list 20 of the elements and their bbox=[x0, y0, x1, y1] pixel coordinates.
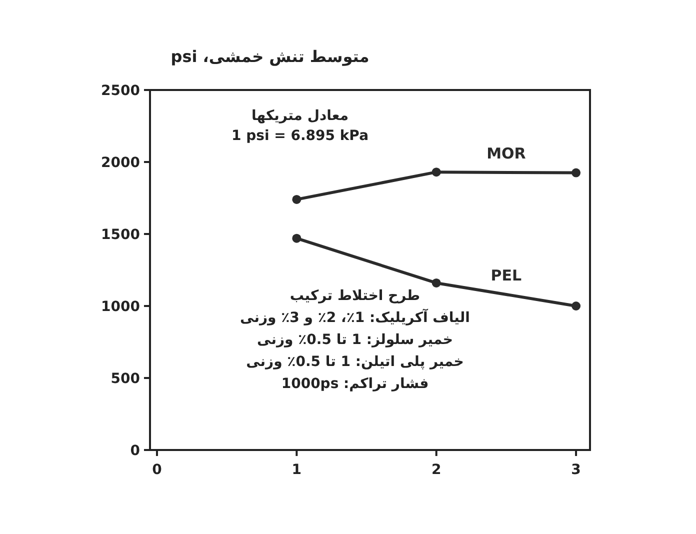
point bbox=[572, 168, 581, 178]
y-tick-label: 1500 bbox=[101, 227, 140, 243]
x-tick-label: 3 bbox=[571, 462, 581, 478]
y-tick-label: 2500 bbox=[101, 83, 140, 99]
x-tick-label: 2 bbox=[431, 462, 442, 478]
y-tick-label: 1000 bbox=[101, 299, 140, 315]
y-tick-label: 0 bbox=[130, 443, 140, 459]
annotation: طرح اختلاط ترکیب الیاف آکریلیک: 1٪، 2٪ و 3٪ وزنی خمیر سلولز: 1 تا 0.5٪ وزنی خمیر پلی اتیلن: 1 تا 0.5٪ وزنی فشار تراکم: 1000ps bbox=[240, 288, 470, 392]
point bbox=[292, 194, 302, 204]
x-tick-label: 0 bbox=[152, 462, 162, 478]
y-tick-label: 500 bbox=[110, 371, 140, 387]
series-label: PEL bbox=[490, 266, 522, 284]
y-tick-label: 2000 bbox=[101, 155, 140, 171]
x-tick-label: 1 bbox=[292, 462, 302, 478]
series-label: MOR bbox=[486, 144, 526, 162]
point bbox=[432, 278, 441, 288]
point bbox=[292, 234, 302, 243]
y-axis-title: متوسط تنش خمشی، psi bbox=[170, 47, 370, 66]
point bbox=[572, 302, 581, 310]
point bbox=[432, 168, 441, 177]
